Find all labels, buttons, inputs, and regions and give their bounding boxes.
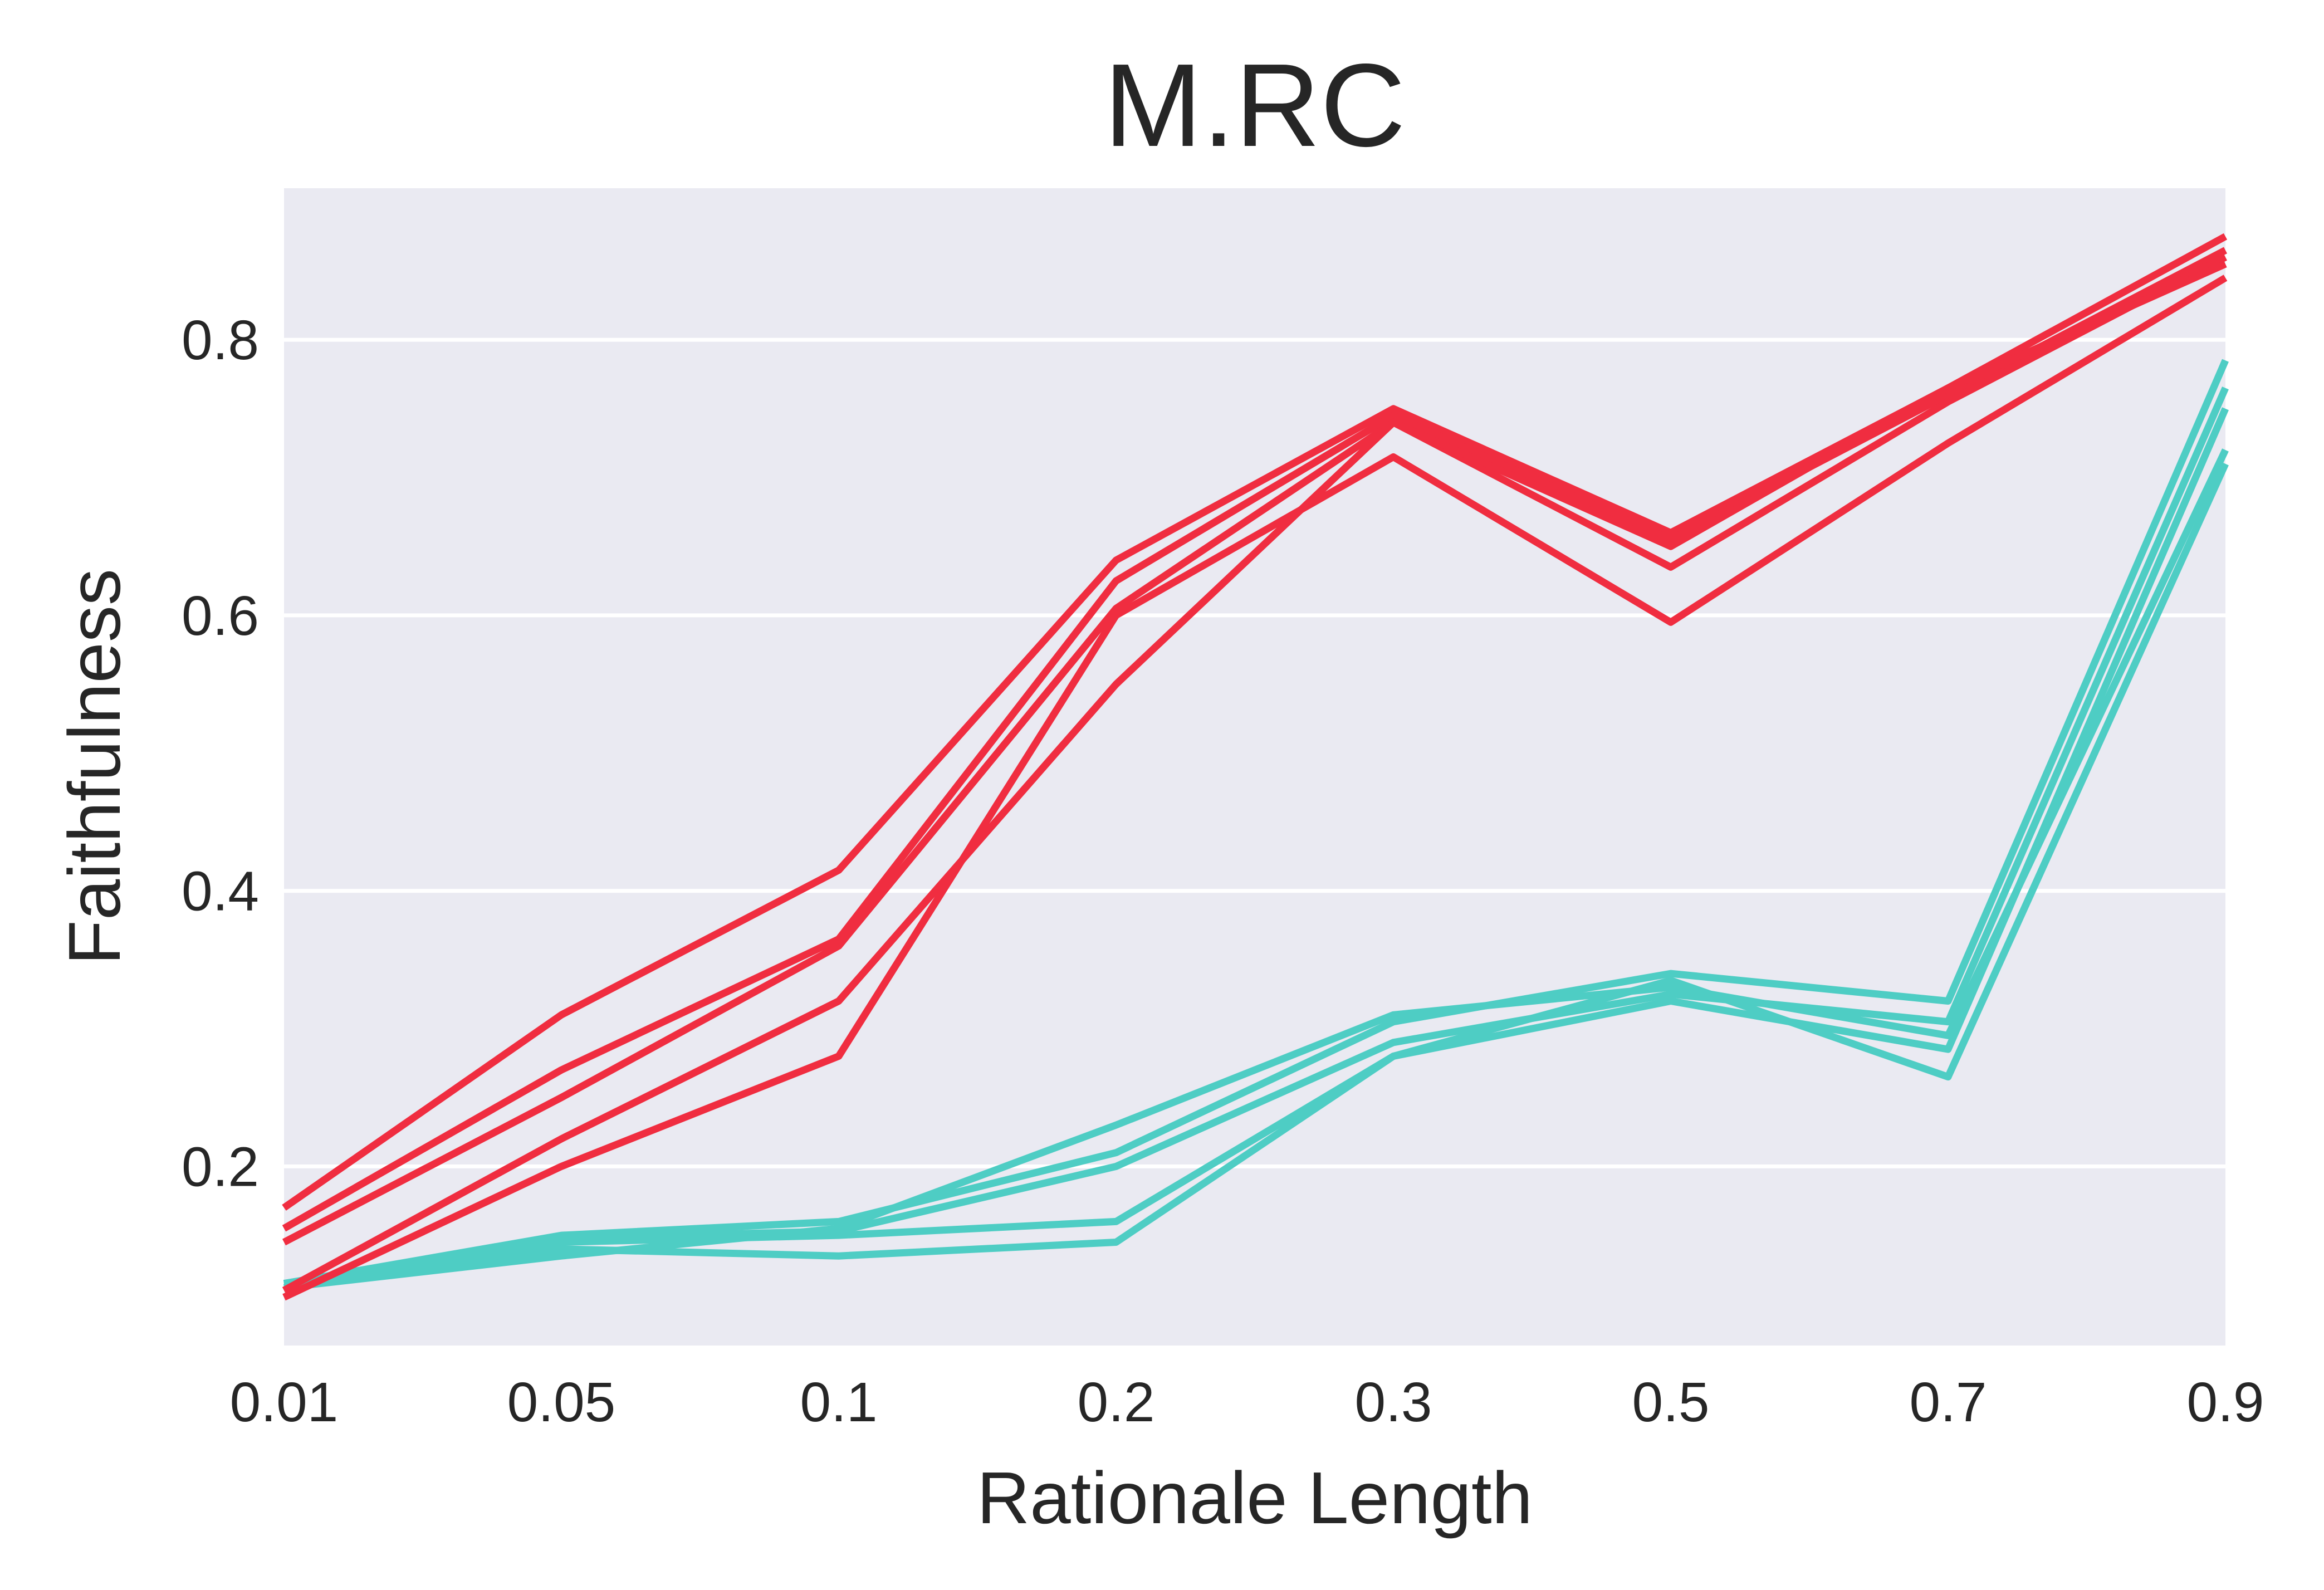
y-tick-labels: 0.2 0.4 0.6 0.8: [182, 309, 259, 1198]
series-line-8: [283, 407, 2229, 1288]
x-tick-label: 0.5: [1632, 1371, 1709, 1434]
series-line-5: [282, 275, 2228, 1301]
x-axis-label: Rationale Length: [977, 1457, 1533, 1539]
x-tick-label: 0.3: [1354, 1371, 1432, 1434]
y-tick-label: 0.6: [182, 585, 259, 647]
y-tick-label: 0.2: [182, 1136, 259, 1198]
x-tick-label: 0.7: [1909, 1371, 1987, 1434]
y-tick-label: 0.8: [182, 309, 259, 371]
x-tick-label: 0.1: [800, 1371, 877, 1434]
series-line-4: [282, 261, 2227, 1294]
x-tick-label: 0.01: [230, 1371, 339, 1434]
x-tick-labels: 0.01 0.05 0.1 0.2 0.3 0.5 0.7 0.9: [230, 1371, 2264, 1434]
x-tick-label: 0.05: [507, 1371, 616, 1434]
series-line-2: [282, 247, 2228, 1232]
chart-title: M.RC: [1104, 39, 1406, 171]
series-line-3: [282, 253, 2228, 1246]
grid-lines: [284, 337, 2225, 1168]
y-tick-label: 0.4: [182, 860, 259, 923]
series-line-7: [283, 387, 2229, 1288]
series-lines: [282, 233, 2229, 1301]
x-tick-label: 0.2: [1077, 1371, 1154, 1434]
plot-background: [284, 188, 2225, 1346]
x-tick-label: 0.9: [2186, 1371, 2264, 1434]
series-line-10: [283, 448, 2229, 1291]
series-line-6: [283, 359, 2229, 1288]
y-axis-label: Faithfulness: [53, 569, 135, 965]
